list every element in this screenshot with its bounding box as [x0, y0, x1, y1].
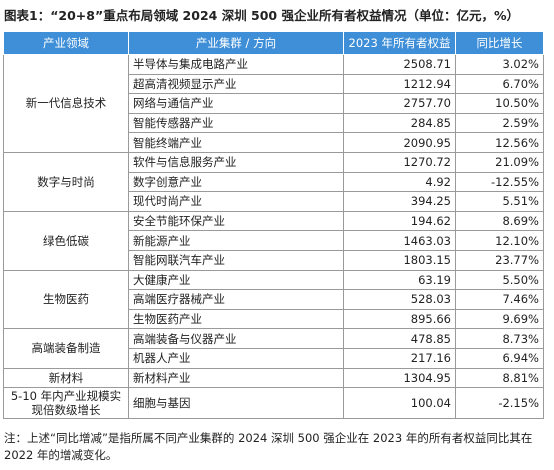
equity-cell: 394.25 — [343, 191, 456, 212]
growth-cell: 9.69% — [455, 308, 544, 330]
growth-cell: 12.10% — [455, 230, 544, 251]
equity-cell: 2757.70 — [343, 93, 456, 114]
equity-cell: 4.92 — [343, 171, 456, 193]
growth-cell: 8.69% — [455, 210, 544, 232]
growth-cell: 8.73% — [455, 328, 544, 349]
cluster-cell: 新能源产业 — [128, 230, 344, 251]
cluster-cell: 超高清视频显示产业 — [128, 73, 344, 95]
growth-cell: -12.55% — [455, 171, 544, 193]
cluster-cell: 新材料产业 — [128, 367, 344, 389]
cluster-cell: 生物医药产业 — [128, 308, 344, 330]
growth-cell: -2.15% — [455, 387, 544, 420]
header-cell: 产业集群 / 方向 — [128, 31, 344, 55]
table-row: 智能终端产业 2090.95 12.56% — [4, 132, 544, 153]
growth-cell: 2.59% — [455, 112, 544, 134]
growth-cell: 12.56% — [455, 132, 544, 153]
cluster-cell: 安全节能环保产业 — [128, 210, 344, 232]
table: 产业领域 产业集群 / 方向 2023 年所有者权益 同比增长 新一代信息技术 半导体与… — [3, 31, 544, 420]
header-cell: 2023 年所有者权益 — [343, 31, 456, 55]
equity-cell: 2508.71 — [343, 54, 456, 75]
table-row: 生物医药 大健康产业 63.19 5.50% — [3, 269, 544, 330]
cluster-cell: 现代时尚产业 — [128, 191, 344, 212]
sector-cell: 5-10 年内产业规模实现倍数级增长 — [3, 387, 129, 420]
cluster-cell: 大健康产业 — [128, 269, 344, 291]
equity-cell: 284.85 — [343, 112, 456, 134]
growth-cell: 21.09% — [455, 151, 544, 173]
title: 图表1：“20+8”重点布局领域 2024 深圳 500 强企业所有者权益情况（… — [4, 8, 520, 23]
equity-cell: 217.16 — [343, 347, 456, 369]
cluster-cell: 智能终端产业 — [128, 132, 344, 153]
cluster-cell: 高端装备与仪器产业 — [128, 328, 344, 349]
note: 注：上述“同比增减”是指所属不同产业集群的 2024 深圳 500 强企业在 2… — [4, 431, 533, 462]
equity-cell: 478.85 — [343, 328, 456, 349]
growth-cell: 3.02% — [455, 54, 544, 75]
equity-cell: 100.04 — [343, 387, 456, 420]
growth-cell: 6.94% — [455, 347, 544, 369]
equity-cell: 1463.03 — [343, 230, 456, 251]
table-row: 智能网联汽车产业 1803.15 23.77% — [4, 249, 544, 271]
header-cell: 同比增长 — [455, 31, 544, 55]
growth-cell: 8.81% — [455, 367, 544, 389]
table-row: 新能源产业 1463.03 12.10% — [4, 230, 544, 251]
equity-cell: 1304.95 — [343, 367, 456, 389]
table-row: 绿色低碳 安全节能环保产业 194.62 8.69% — [3, 210, 544, 271]
header-cell: 产业领域 — [3, 31, 129, 55]
growth-cell: 6.70% — [455, 73, 544, 95]
growth-cell: 10.50% — [455, 93, 544, 114]
table-row: 高端装备制造 高端装备与仪器产业 478.85 8.73% — [3, 328, 544, 369]
equity-cell: 528.03 — [343, 289, 456, 310]
cluster-cell: 数字创意产业 — [128, 171, 344, 193]
table-row: 5-10 年内产业规模实现倍数级增长 细胞与基因 100.04 -2.15% — [3, 387, 544, 420]
cluster-cell: 智能传感器产业 — [128, 112, 344, 134]
table-row: 新一代信息技术 半导体与集成电路产业 2508.71 3.02% — [3, 54, 544, 153]
header-row: 产业领域 产业集群 / 方向 2023 年所有者权益 同比增长 — [3, 31, 544, 55]
equity-cell: 2090.95 — [343, 132, 456, 153]
sector-cell: 绿色低碳 — [3, 210, 129, 271]
sector-cell: 高端装备制造 — [3, 328, 129, 369]
table-row: 高端医疗器械产业 528.03 7.46% — [4, 289, 544, 310]
growth-cell: 7.46% — [455, 289, 544, 310]
sector-cell: 生物医药 — [3, 269, 129, 330]
sector-cell: 数字与时尚 — [3, 151, 129, 212]
table-row: 网络与通信产业 2757.70 10.50% — [4, 93, 544, 114]
cluster-cell: 网络与通信产业 — [128, 93, 344, 114]
equity-cell: 194.62 — [343, 210, 456, 232]
growth-cell: 23.77% — [455, 249, 544, 271]
equity-cell: 895.66 — [343, 308, 456, 330]
cluster-cell: 软件与信息服务产业 — [128, 151, 344, 173]
cluster-cell: 细胞与基因 — [128, 387, 344, 420]
table-row: 数字与时尚 软件与信息服务产业 1270.72 21.09% — [3, 151, 544, 212]
cluster-cell: 机器人产业 — [128, 347, 344, 369]
table-row: 数字创意产业 4.92 -12.55% — [4, 171, 544, 193]
cluster-cell: 高端医疗器械产业 — [128, 289, 344, 310]
table-row: 现代时尚产业 394.25 5.51% — [4, 191, 544, 212]
equity-cell: 1803.15 — [343, 249, 456, 271]
cluster-cell: 半导体与集成电路产业 — [128, 54, 344, 75]
sector-cell: 新材料 — [3, 367, 129, 389]
table-row: 新材料 新材料产业 1304.95 8.81% — [3, 367, 544, 389]
cluster-cell: 智能网联汽车产业 — [128, 249, 344, 271]
equity-cell: 1270.72 — [343, 151, 456, 173]
growth-cell: 5.50% — [455, 269, 544, 291]
growth-cell: 5.51% — [455, 191, 544, 212]
equity-cell: 1212.94 — [343, 73, 456, 95]
sector-cell: 新一代信息技术 — [3, 54, 129, 153]
equity-cell: 63.19 — [343, 269, 456, 291]
